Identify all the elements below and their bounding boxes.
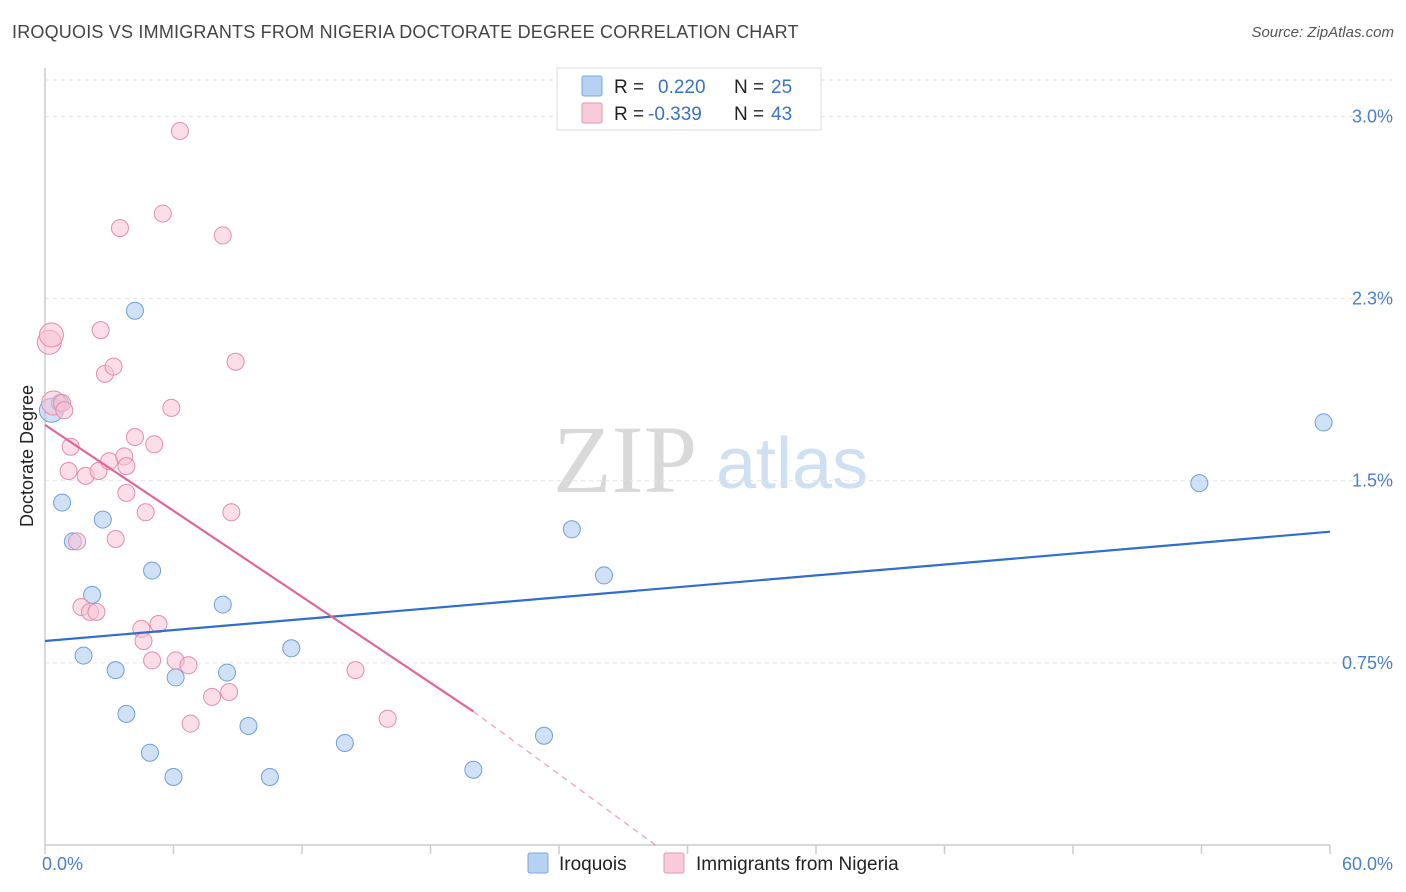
series-legend-label-nigeria: Immigrants from Nigeria xyxy=(696,854,899,875)
iroquois-point-4 xyxy=(74,646,93,665)
iroquois-point-17 xyxy=(260,768,279,786)
series-legend-swatch-nigeria xyxy=(663,852,685,874)
iroquois-point-25 xyxy=(1314,413,1333,432)
nigeria-point-28 xyxy=(149,615,168,633)
iroquois-points xyxy=(38,301,1333,786)
legend-n-value-iroquois: 25 xyxy=(771,77,792,98)
nigeria-point-36 xyxy=(213,226,232,245)
nigeria-point-20 xyxy=(117,483,136,502)
y-tick-label-2: 2.3% xyxy=(1352,289,1393,309)
iroquois-point-6 xyxy=(93,510,112,529)
nigeria-point-40 xyxy=(346,661,365,680)
iroquois-point-12 xyxy=(164,768,183,786)
nigeria-point-16 xyxy=(104,357,123,376)
legend-n-value-nigeria: 43 xyxy=(771,104,792,125)
chart-title: IROQUOIS VS IMMIGRANTS FROM NIGERIA DOCT… xyxy=(12,22,799,42)
nigeria-point-32 xyxy=(170,122,189,140)
y-axis-label: Doctorate Degree xyxy=(17,385,37,527)
zipatlas-watermark: ZIP atlas xyxy=(553,406,868,513)
legend-r-label-nigeria: R = xyxy=(614,104,644,125)
y-axis-tick-labels: 0.75% 1.5% 2.3% 3.0% xyxy=(1342,106,1393,672)
x-axis-ticks xyxy=(44,845,1331,854)
iroquois-point-11 xyxy=(143,561,162,580)
iroquois-point-18 xyxy=(282,639,301,658)
iroquois-point-9 xyxy=(125,301,144,320)
nigeria-point-18 xyxy=(110,219,129,238)
nigeria-point-26 xyxy=(143,651,162,670)
nigeria-point-41 xyxy=(378,709,397,728)
legend-r-label-iroquois: R = xyxy=(614,77,644,98)
iroquois-point-8 xyxy=(117,704,136,723)
y-tick-label-3: 3.0% xyxy=(1352,106,1393,126)
iroquois-point-10 xyxy=(140,743,159,762)
nigeria-point-4 xyxy=(55,401,74,420)
nigeria-point-24 xyxy=(134,632,153,650)
iroquois-point-16 xyxy=(239,717,258,735)
legend-r-value-nigeria: -0.339 xyxy=(648,104,702,125)
y-tick-label-0: 0.75% xyxy=(1342,653,1393,673)
watermark-zip: ZIP xyxy=(553,406,697,513)
iroquois-point-23 xyxy=(594,566,613,585)
nigeria-point-38 xyxy=(222,503,241,522)
iroquois-point-7 xyxy=(106,661,125,680)
nigeria-point-30 xyxy=(162,398,181,417)
x-tick-label-max: 60.0% xyxy=(1342,854,1393,874)
nigeria-point-17 xyxy=(106,530,125,548)
nigeria-point-5 xyxy=(59,462,78,480)
iroquois-point-24 xyxy=(1190,474,1209,493)
nigeria-point-37 xyxy=(220,683,239,701)
x-tick-label-min: 0.0% xyxy=(42,854,83,874)
iroquois-point-19 xyxy=(335,734,354,752)
x-axis-tick-labels: 0.0% 60.0% xyxy=(42,854,1393,874)
nigeria-point-25 xyxy=(136,503,155,522)
iroquois-point-13 xyxy=(166,668,185,687)
nigeria-trend-line xyxy=(44,423,474,713)
watermark-atlas: atlas xyxy=(716,424,868,504)
nigeria-point-33 xyxy=(179,656,198,675)
nigeria-point-29 xyxy=(153,204,172,223)
iroquois-point-22 xyxy=(562,520,581,539)
nigeria-point-13 xyxy=(91,321,110,340)
nigeria-point-39 xyxy=(226,352,245,371)
nigeria-point-1 xyxy=(38,322,64,348)
nigeria-point-35 xyxy=(203,687,222,706)
series-legend-swatch-iroquois xyxy=(527,852,549,874)
gridlines xyxy=(45,79,1392,664)
series-legend-label-iroquois: Iroquois xyxy=(559,854,627,875)
series-legend: Iroquois Immigrants from Nigeria xyxy=(527,852,899,875)
legend-swatch-iroquois xyxy=(581,75,603,97)
nigeria-point-27 xyxy=(145,435,164,454)
nigeria-trend-extension xyxy=(472,710,656,846)
iroquois-point-14 xyxy=(213,595,232,614)
nigeria-point-34 xyxy=(181,714,200,733)
legend-r-value-iroquois: 0.220 xyxy=(658,77,706,98)
nigeria-point-22 xyxy=(125,428,144,446)
nigeria-point-21 xyxy=(117,457,136,476)
legend-swatch-nigeria xyxy=(581,102,603,124)
legend-n-label-iroquois: N = xyxy=(734,77,764,98)
iroquois-point-20 xyxy=(464,760,483,779)
correlation-legend: R = 0.220 N = 25 R = -0.339 N = 43 xyxy=(556,67,822,131)
nigeria-point-11 xyxy=(87,602,106,621)
iroquois-trend-line xyxy=(44,530,1331,643)
trend-lines xyxy=(44,423,1331,846)
iroquois-point-21 xyxy=(535,726,554,745)
source-credit: Source: ZipAtlas.com xyxy=(1251,24,1394,41)
iroquois-point-15 xyxy=(218,663,237,682)
iroquois-point-2 xyxy=(53,493,72,512)
nigeria-points xyxy=(36,122,397,733)
nigeria-point-7 xyxy=(68,532,87,551)
legend-n-label-nigeria: N = xyxy=(734,104,764,125)
y-tick-label-1: 1.5% xyxy=(1352,471,1393,491)
